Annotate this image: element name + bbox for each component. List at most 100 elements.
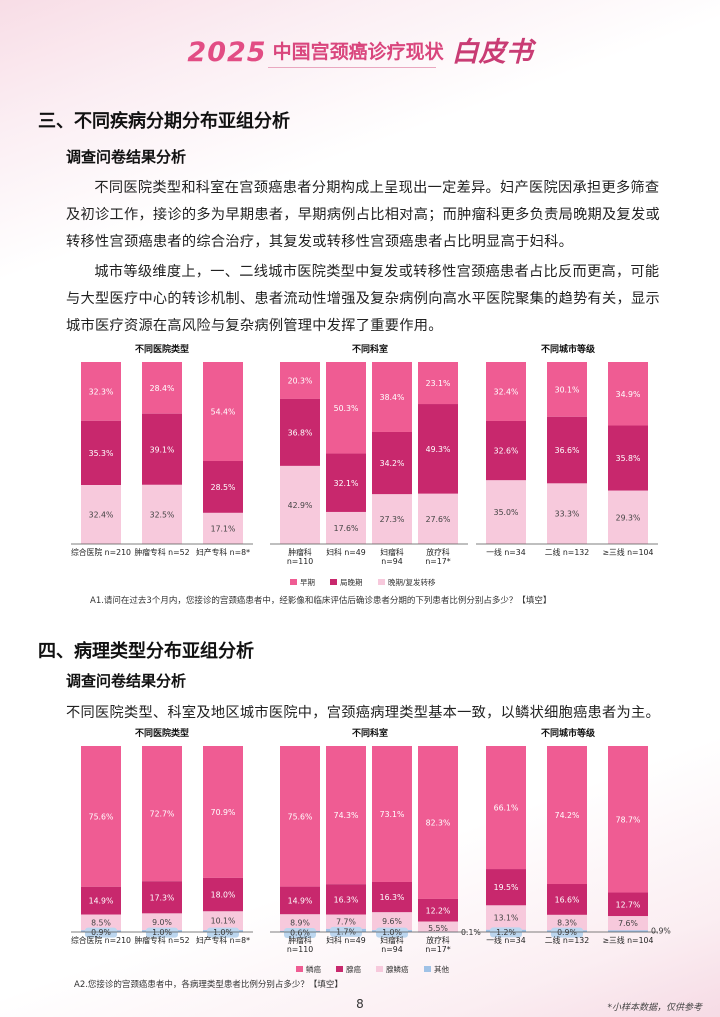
data-label: 32.4% bbox=[89, 511, 114, 520]
stage-distribution-chart: 不同医院类型 32.3% 35.3% 32.4% 综合医院 n=210 28.4% 39.1… bbox=[0, 340, 720, 590]
category-label: n=94 bbox=[381, 557, 402, 566]
data-label: 32.3% bbox=[89, 387, 114, 396]
data-label: 78.7% bbox=[616, 815, 641, 824]
bar-recurrent-metastatic bbox=[547, 483, 587, 544]
bar-squamous bbox=[81, 746, 121, 887]
bar-locally-advanced bbox=[372, 431, 412, 495]
legend-label: 腺鳞癌 bbox=[386, 964, 409, 974]
data-label: 16.3% bbox=[380, 893, 405, 902]
bar-recurrent-metastatic bbox=[326, 511, 366, 544]
bar-adenosquamous bbox=[608, 916, 648, 931]
section3-heading: 三、不同疾病分期分布亚组分析 bbox=[38, 111, 290, 132]
data-label: 34.9% bbox=[616, 390, 641, 399]
data-label: 12.2% bbox=[426, 906, 451, 915]
data-label: 19.5% bbox=[494, 883, 519, 892]
bar-recurrent-metastatic bbox=[372, 494, 412, 544]
data-label: 8.9% bbox=[290, 919, 310, 928]
bar-squamous bbox=[203, 746, 243, 878]
data-label: 32.1% bbox=[334, 479, 359, 488]
data-label: 30.1% bbox=[555, 385, 580, 394]
data-label: 75.6% bbox=[89, 812, 114, 821]
category-label: 放疗科 bbox=[426, 935, 450, 945]
data-label: 9.0% bbox=[152, 918, 172, 927]
bar-locally-advanced bbox=[142, 413, 182, 485]
page-number: 8 bbox=[356, 997, 364, 1011]
data-label: 35.8% bbox=[616, 454, 641, 463]
bar-squamous bbox=[372, 746, 412, 882]
category-label: n=17* bbox=[425, 945, 450, 954]
legend-swatch bbox=[336, 966, 343, 972]
category-label: n=110 bbox=[287, 945, 313, 954]
section3-question-note: A1.请问在过去3个月内，您接诊的宫颈癌患者中，经影像和临床评估后确诊患者分期的… bbox=[90, 596, 552, 606]
legend-label: 腺癌 bbox=[346, 964, 361, 974]
bar-early bbox=[142, 362, 182, 414]
category-label: 妇瘤科 bbox=[380, 935, 404, 945]
bar-other bbox=[608, 930, 648, 932]
category-label: 综合医院 n=210 bbox=[71, 935, 131, 945]
data-label: 14.9% bbox=[89, 897, 114, 906]
category-label: 肿瘤科 bbox=[288, 935, 312, 945]
legend-swatch bbox=[378, 579, 385, 585]
pathology-distribution-chart: 不同医院类型 75.6% 14.9% 8.5% 0.9% 综合医院 n=210 72.7% 1… bbox=[0, 724, 720, 974]
data-label: 10.1% bbox=[211, 917, 236, 926]
category-label: 综合医院 n=210 bbox=[71, 547, 131, 557]
bar-squamous bbox=[280, 746, 320, 887]
bar-early bbox=[372, 362, 412, 432]
bar-squamous bbox=[142, 746, 182, 882]
bar-locally-advanced bbox=[486, 420, 526, 481]
data-label: 66.1% bbox=[494, 804, 519, 813]
bar-adenosquamous bbox=[280, 914, 320, 931]
data-label: 7.6% bbox=[618, 919, 638, 928]
data-label: 14.9% bbox=[288, 896, 313, 905]
data-label: 32.4% bbox=[494, 387, 519, 396]
bar-adenosquamous bbox=[547, 914, 587, 931]
bar-early bbox=[280, 362, 320, 399]
category-label: 放疗科 bbox=[426, 547, 450, 557]
data-label: 0.9% bbox=[91, 928, 111, 937]
bar-adeno bbox=[547, 884, 587, 915]
group-title: 不同医院类型 bbox=[135, 727, 189, 739]
category-label: n=17* bbox=[425, 557, 450, 566]
category-label: 妇产专科 n=8* bbox=[196, 547, 250, 557]
bar-adeno bbox=[418, 898, 458, 922]
data-label: 0.9% bbox=[557, 928, 577, 937]
bar-early bbox=[547, 362, 587, 417]
data-label: 74.2% bbox=[555, 811, 580, 820]
bar-locally-advanced bbox=[81, 420, 121, 486]
bar-locally-advanced bbox=[280, 398, 320, 466]
data-label: 17.1% bbox=[211, 524, 236, 533]
data-label: 75.6% bbox=[288, 812, 313, 821]
legend-swatch bbox=[376, 966, 383, 972]
bar-adenosquamous bbox=[81, 914, 121, 931]
data-label: 27.6% bbox=[426, 515, 451, 524]
data-label: 36.8% bbox=[288, 428, 313, 437]
bar-locally-advanced bbox=[547, 416, 587, 484]
bar-adenosquamous bbox=[142, 913, 182, 931]
data-label: 39.1% bbox=[150, 445, 175, 454]
bar-squamous bbox=[486, 746, 526, 870]
bar-squamous bbox=[608, 746, 648, 893]
section4-subheading: 调查问卷结果分析 bbox=[66, 672, 187, 690]
data-label: 9.6% bbox=[382, 917, 402, 926]
data-label: 8.5% bbox=[91, 918, 111, 927]
bar-adeno bbox=[203, 877, 243, 912]
bar-recurrent-metastatic bbox=[418, 493, 458, 544]
section4-question-note: A2.您接诊的宫颈癌患者中，各病理类型患者比例分别占多少？【填空】 bbox=[74, 980, 343, 990]
small-label-pill bbox=[376, 927, 408, 938]
category-label: 妇科 n=49 bbox=[326, 935, 366, 945]
legend-label: 其他 bbox=[434, 964, 449, 974]
bar-adenosquamous bbox=[203, 911, 243, 931]
bar-recurrent-metastatic bbox=[203, 512, 243, 544]
data-label: 5.5% bbox=[428, 924, 448, 933]
legend-label: 鳞癌 bbox=[306, 964, 321, 974]
data-label: 0.1% bbox=[461, 928, 481, 937]
category-label: 妇产专科 n=8* bbox=[196, 935, 250, 945]
bar-recurrent-metastatic bbox=[608, 490, 648, 544]
data-label: 72.7% bbox=[150, 810, 175, 819]
bar-adenosquamous bbox=[372, 912, 412, 931]
section4-paragraph: 不同医院类型、科室及地区城市医院中，宫颈癌病理类型基本一致，以鳞状细胞癌患者为主… bbox=[66, 705, 660, 721]
data-label: 0.6% bbox=[290, 928, 310, 937]
small-label-pill bbox=[146, 927, 178, 938]
data-label: 49.3% bbox=[426, 445, 451, 454]
category-label: 妇科 n=49 bbox=[326, 547, 366, 557]
